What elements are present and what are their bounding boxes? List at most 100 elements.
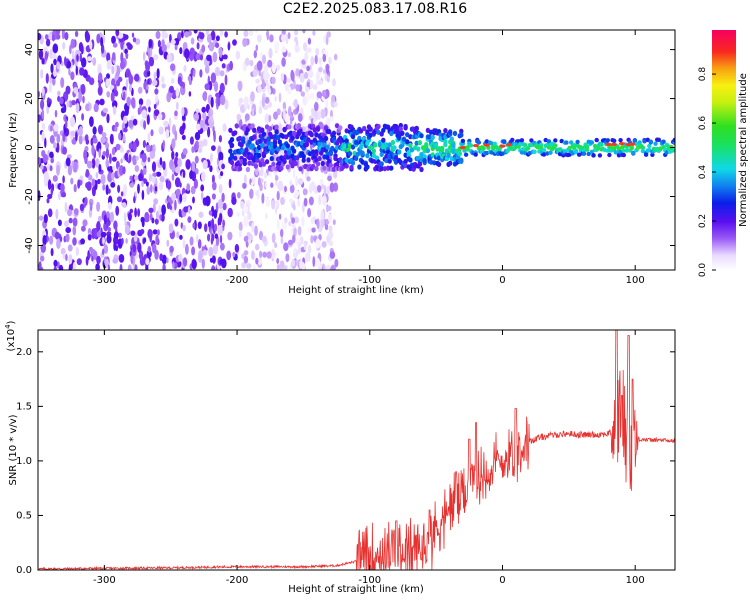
spectrogram-noise-cell <box>44 137 47 149</box>
x-tick-label: -200 <box>226 575 249 586</box>
spectrogram-signal-cell <box>589 140 595 145</box>
spectrogram-signal-cell <box>440 147 445 153</box>
spectrogram-noise-cell <box>208 41 215 52</box>
spectrogram-noise-cell <box>211 145 216 152</box>
spectrogram-signal-cell <box>656 137 661 142</box>
snr-series-line <box>38 330 675 570</box>
spectrogram-noise-cell <box>236 211 241 217</box>
spectrogram-noise-cell <box>277 180 284 192</box>
spectrogram-noise-cell <box>287 239 294 246</box>
spectrogram-noise-cell <box>325 98 329 108</box>
spectrogram-noise-cell <box>41 87 45 97</box>
spectrogram-noise-cell <box>155 30 161 40</box>
spectrogram-noise-cell <box>274 242 278 249</box>
spectrogram-noise-cell <box>280 72 284 82</box>
spectrogram-signal-cell <box>325 154 330 161</box>
spectrogram-noise-cell <box>241 262 247 269</box>
spectrogram-noise-cell <box>78 91 83 103</box>
spectrogram-noise-cell <box>213 209 218 219</box>
spectrogram-noise-cell <box>111 78 116 87</box>
spectrogram-noise-cell <box>276 190 280 201</box>
spectrogram-signal-cell <box>502 139 507 144</box>
spectrogram-noise-cell <box>192 69 196 78</box>
spectrogram-noise-cell <box>316 111 322 120</box>
spectrogram-noise-cell <box>187 75 192 82</box>
spectrogram-noise-cell <box>75 131 78 142</box>
spectrogram-noise-cell <box>121 237 124 245</box>
spectrogram-noise-cell <box>154 88 159 95</box>
spectrogram-noise-cell <box>312 84 318 90</box>
spectrogram-noise-cell <box>57 90 61 97</box>
spectrogram-noise-cell <box>268 48 273 59</box>
spectrogram-noise-cell <box>310 217 314 224</box>
spectrogram-noise-cell <box>181 107 185 117</box>
spectrogram-noise-cell <box>111 156 117 162</box>
spectrogram-signal-cell <box>320 160 325 167</box>
spectrogram-noise-cell <box>150 129 154 137</box>
spectrogram-noise-cell <box>284 186 287 193</box>
spectrogram-signal-cell <box>409 147 415 153</box>
spectrogram-signal-cell <box>268 126 273 132</box>
spectrogram-noise-cell <box>302 95 308 106</box>
spectrogram-noise-cell <box>322 89 327 98</box>
spectrogram-signal-cell <box>605 148 610 153</box>
spectrogram-signal-cell <box>567 145 572 151</box>
spectrogram-noise-cell <box>47 33 53 40</box>
spectrogram-noise-cell <box>286 78 291 83</box>
spectrogram-noise-cell <box>50 63 54 74</box>
snr-x-label: Height of straight line (km) <box>288 584 424 595</box>
spectrogram-signal-cell <box>293 160 298 167</box>
spectrogram-noise-cell <box>125 238 128 244</box>
spectrogram-signal-cell <box>521 147 526 152</box>
spectrogram-signal-cell <box>653 141 658 146</box>
spectrogram-noise-cell <box>307 226 313 233</box>
colorbar-tick-label: 0.8 <box>698 67 708 82</box>
spectrogram-signal-cell <box>459 128 464 134</box>
spectrogram-signal-cell <box>417 140 423 146</box>
spectrogram-noise-cell <box>153 71 157 82</box>
spectrogram-noise-cell <box>211 174 215 184</box>
spectrogram-noise-cell <box>100 136 106 144</box>
spectrogram-noise-cell <box>318 66 323 73</box>
spectrogram-noise-cell <box>266 251 272 259</box>
spectrogram-signal-cell <box>368 126 373 132</box>
colorbar-gradient <box>712 30 736 270</box>
spectrogram-signal-cell <box>330 145 335 151</box>
spectrogram-noise-cell <box>297 113 303 122</box>
spectrogram-noise-cell <box>171 192 177 202</box>
spectrogram-noise-cell <box>177 158 182 168</box>
spectrogram-signal-cell <box>379 161 384 167</box>
spectrogram-noise-cell <box>100 231 107 238</box>
spectrogram-noise-cell <box>310 56 315 66</box>
spectrogram-noise-cell <box>148 56 155 67</box>
spectrogram-signal-cell <box>647 143 652 149</box>
spectrogram-noise-cell <box>237 80 243 92</box>
spectrogram-noise-cell <box>123 115 128 124</box>
spectrogram-noise-cell <box>53 124 59 132</box>
spectrogram-noise-cell <box>50 157 54 164</box>
spectrogram-signal-cell <box>331 130 337 136</box>
spectrogram-noise-cell <box>97 215 102 223</box>
spectrogram-noise-cell <box>95 158 100 168</box>
spectrogram-noise-cell <box>256 34 262 43</box>
spectrogram-noise-cell <box>271 199 275 210</box>
spectrogram-signal-cell <box>288 130 294 136</box>
spectrogram-noise-cell <box>52 34 55 42</box>
spectrogram-noise-cell <box>111 65 115 75</box>
spectrogram-noise-cell <box>143 120 147 130</box>
spectrogram-noise-cell <box>263 69 266 78</box>
spectrogram-noise-cell <box>213 131 216 143</box>
spectrogram-noise-cell <box>141 152 147 163</box>
spectrogram-noise-cell <box>79 203 84 212</box>
spectrogram-noise-cell <box>128 142 133 150</box>
spectrogram-noise-cell <box>184 31 190 38</box>
spectrogram-noise-cell <box>219 208 224 214</box>
spectrogram-signal-cell <box>443 139 448 145</box>
spectrogram-noise-cell <box>86 181 92 192</box>
spectrogram-noise-cell <box>100 36 104 47</box>
spectrogram-noise-cell <box>128 74 134 85</box>
spectrogram-noise-cell <box>162 263 166 270</box>
spectrogram-noise-cell <box>122 133 126 143</box>
spectrogram-signal-cell <box>637 140 642 145</box>
spectrogram-noise-cell <box>107 227 112 232</box>
